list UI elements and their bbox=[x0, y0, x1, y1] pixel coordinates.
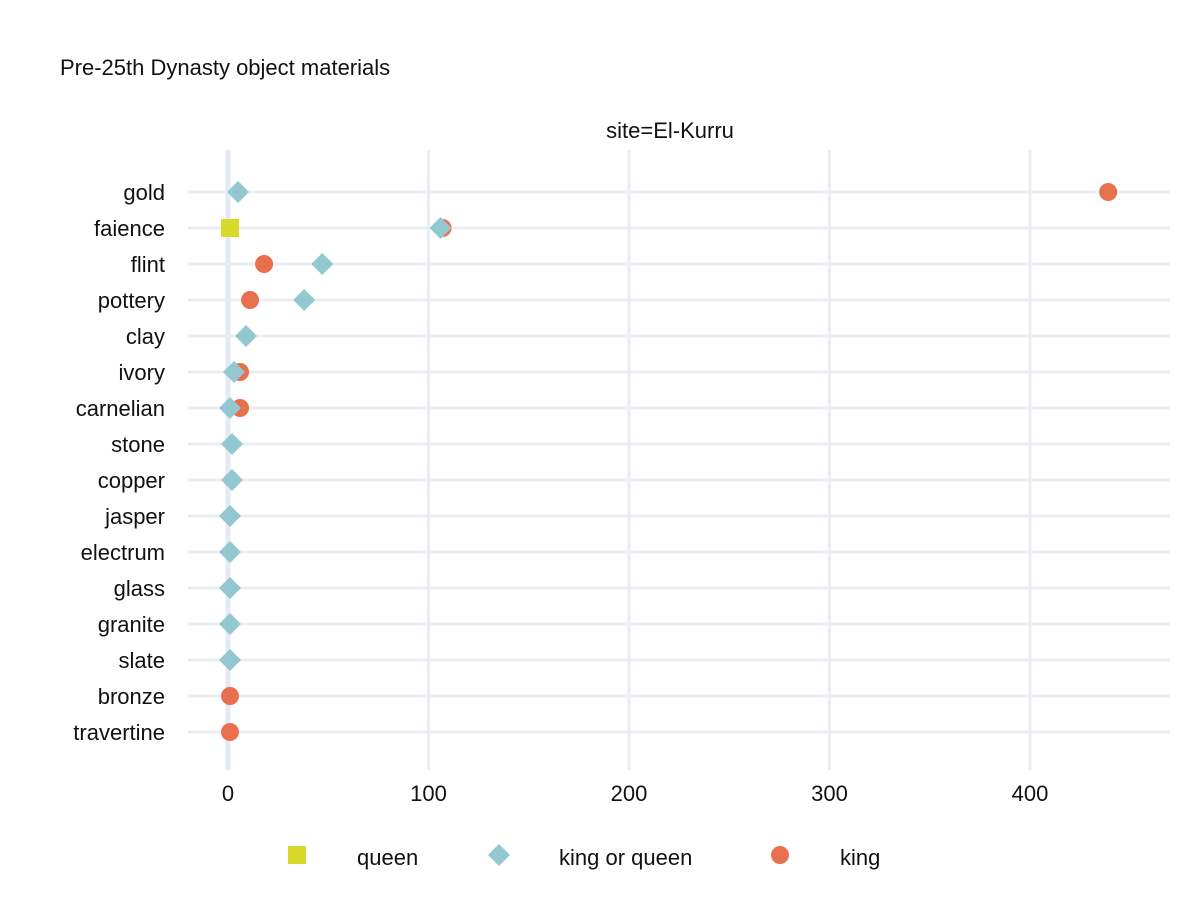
point-king-or-queen-copper bbox=[221, 469, 244, 491]
point-king-or-queen-pottery bbox=[293, 289, 316, 311]
legend-label-king: king bbox=[840, 845, 880, 870]
legend-key-king bbox=[771, 846, 789, 864]
y-tick-label-travertine: travertine bbox=[73, 720, 165, 745]
point-king-bronze bbox=[221, 687, 240, 705]
legend: queen king or queen king bbox=[288, 844, 880, 870]
grid-layer bbox=[188, 150, 1170, 770]
point-queen-faience bbox=[221, 219, 240, 237]
x-tick-label-0: 0 bbox=[222, 781, 234, 806]
y-tick-label-carnelian: carnelian bbox=[76, 396, 165, 421]
y-tick-label-faience: faience bbox=[94, 216, 165, 241]
y-tick-label-glass: glass bbox=[114, 576, 165, 601]
x-tick-label-200: 200 bbox=[611, 781, 648, 806]
point-king-or-queen-electrum bbox=[219, 541, 242, 563]
x-tick-label-400: 400 bbox=[1012, 781, 1049, 806]
point-king-gold bbox=[1099, 183, 1118, 201]
x-axis-labels: 0 100 200 300 400 bbox=[222, 781, 1048, 806]
y-tick-label-bronze: bronze bbox=[98, 684, 165, 709]
point-king-or-queen-slate bbox=[219, 649, 242, 671]
y-tick-label-jasper: jasper bbox=[104, 504, 165, 529]
y-tick-label-stone: stone bbox=[111, 432, 165, 457]
point-king-flint bbox=[255, 255, 274, 273]
y-tick-label-ivory: ivory bbox=[119, 360, 165, 385]
y-tick-label-electrum: electrum bbox=[81, 540, 165, 565]
legend-label-queen: queen bbox=[357, 845, 418, 870]
y-tick-label-slate: slate bbox=[119, 648, 165, 673]
point-king-or-queen-carnelian bbox=[219, 397, 242, 419]
y-tick-label-granite: granite bbox=[98, 612, 165, 637]
legend-key-queen bbox=[288, 846, 306, 864]
legend-key-king-or-queen bbox=[488, 844, 510, 866]
y-tick-label-pottery: pottery bbox=[98, 288, 165, 313]
point-king-or-queen-ivory bbox=[223, 361, 246, 383]
x-tick-label-300: 300 bbox=[811, 781, 848, 806]
points-layer bbox=[219, 181, 1118, 741]
facet-label: site=El-Kurru bbox=[606, 118, 734, 143]
point-king-or-queen-clay bbox=[235, 325, 258, 347]
point-king-or-queen-glass bbox=[219, 577, 242, 599]
point-king-travertine bbox=[221, 723, 240, 741]
y-tick-label-gold: gold bbox=[123, 180, 165, 205]
y-axis-labels: gold faience flint pottery clay ivory carnelia… bbox=[73, 180, 165, 745]
y-tick-label-clay: clay bbox=[126, 324, 165, 349]
point-king-or-queen-stone bbox=[221, 433, 244, 455]
point-king-or-queen-faience bbox=[429, 217, 452, 239]
point-king-pottery bbox=[241, 291, 260, 309]
point-king-or-queen-jasper bbox=[219, 505, 242, 527]
y-tick-label-flint: flint bbox=[131, 252, 165, 277]
y-tick-label-copper: copper bbox=[98, 468, 165, 493]
point-king-or-queen-gold bbox=[227, 181, 250, 203]
legend-label-king-or-queen: king or queen bbox=[559, 845, 692, 870]
point-king-or-queen-granite bbox=[219, 613, 242, 635]
point-king-or-queen-flint bbox=[311, 253, 334, 275]
x-tick-label-100: 100 bbox=[410, 781, 447, 806]
chart-title: Pre-25th Dynasty object materials bbox=[60, 55, 390, 80]
